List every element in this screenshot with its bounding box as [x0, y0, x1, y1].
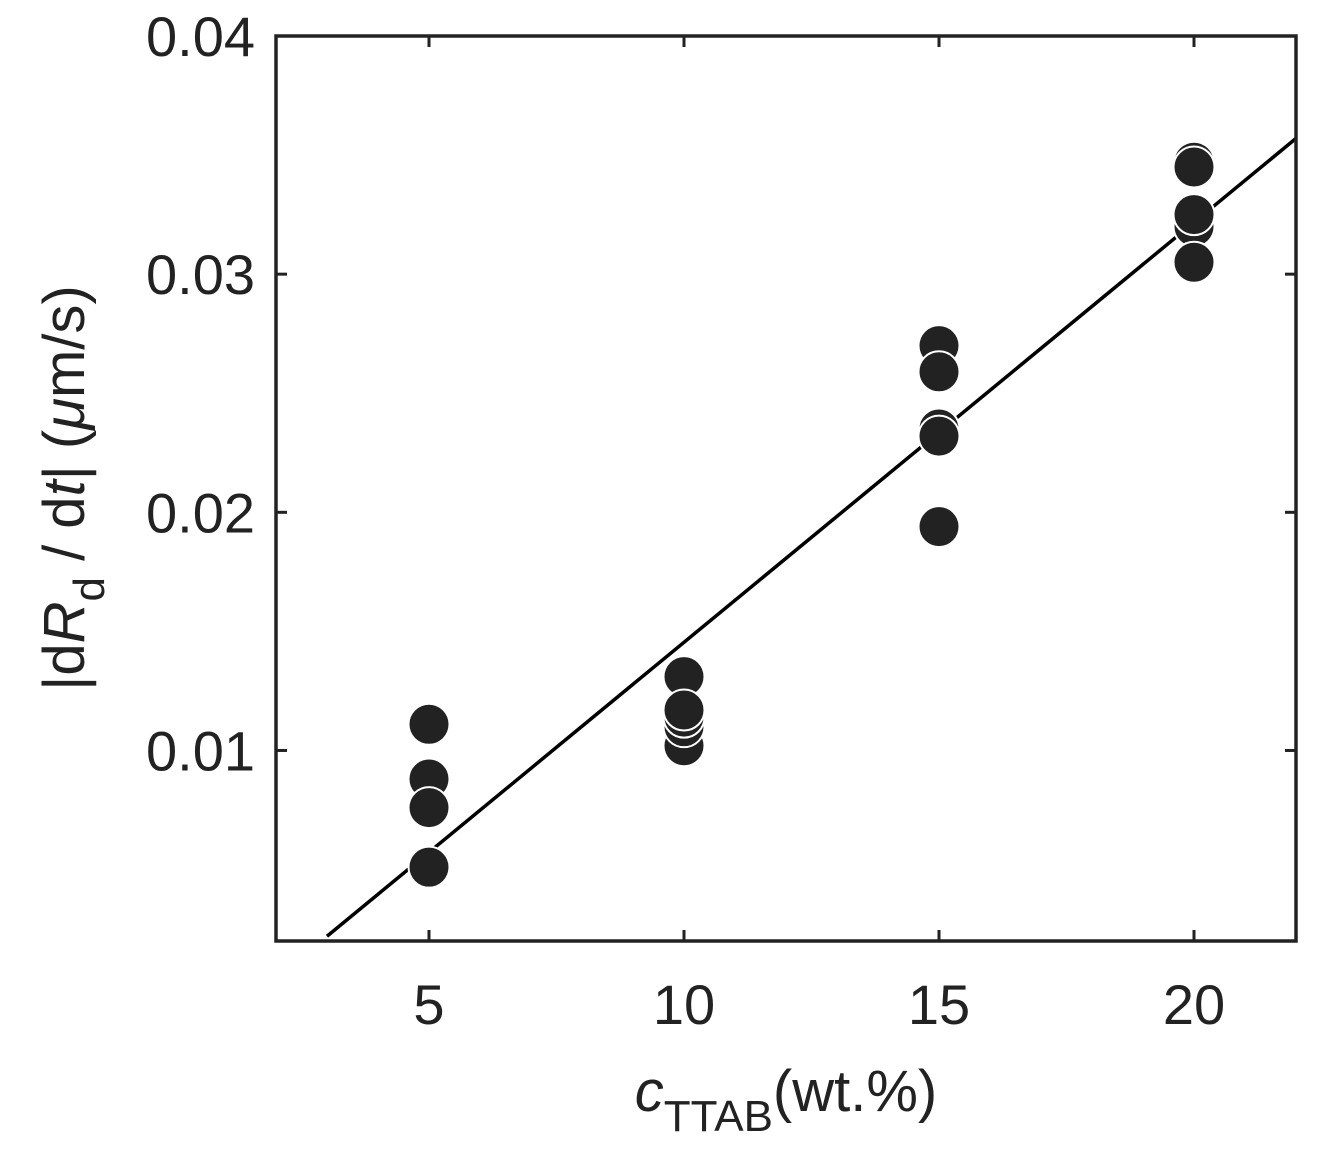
data-point: [917, 414, 961, 458]
x-tick-label: 10: [653, 973, 715, 1036]
y-axis-sub: d: [65, 577, 114, 601]
y-axis-pre: |d: [32, 643, 97, 690]
x-tick-label: 15: [908, 973, 970, 1036]
y-tick-label: 0.01: [146, 719, 255, 782]
data-point: [1172, 193, 1216, 237]
x-axis-sub: TTAB: [664, 1092, 773, 1141]
data-point: [1172, 145, 1216, 189]
x-axis-unit: (wt.%): [773, 1059, 937, 1124]
fit-line: [325, 137, 1298, 938]
data-point: [917, 350, 961, 394]
y-tick-label: 0.04: [146, 5, 255, 68]
y-tick-label: 0.02: [146, 481, 255, 544]
y-axis-mid: / d: [32, 496, 97, 577]
y-axis-var2: t: [32, 477, 97, 496]
y-axis-unit: m/s): [32, 285, 97, 398]
data-point: [407, 786, 451, 830]
data-point: [1172, 240, 1216, 284]
axes-frame: [274, 34, 1298, 943]
x-tick-label: 20: [1163, 973, 1225, 1036]
x-tick-label: 5: [413, 973, 444, 1036]
x-axis-title: cTTAB(wt.%): [635, 1059, 938, 1141]
y-axis-post: | (: [32, 430, 97, 481]
y-tick-label: 0.03: [146, 243, 255, 306]
x-axis-var: c: [635, 1059, 664, 1124]
y-axis-mu: μ: [32, 398, 97, 432]
ticks-layer: 5 10 15 20 0.01 0.02 0.03 0.04: [146, 5, 1296, 1036]
y-axis-title: |dRd / dt| (μm/s): [32, 285, 114, 690]
data-point: [407, 845, 451, 889]
data-point: [917, 505, 961, 549]
y-axis-var: R: [32, 602, 97, 644]
plot-layer: [325, 137, 1298, 938]
data-point: [662, 688, 706, 732]
data-point: [407, 702, 451, 746]
